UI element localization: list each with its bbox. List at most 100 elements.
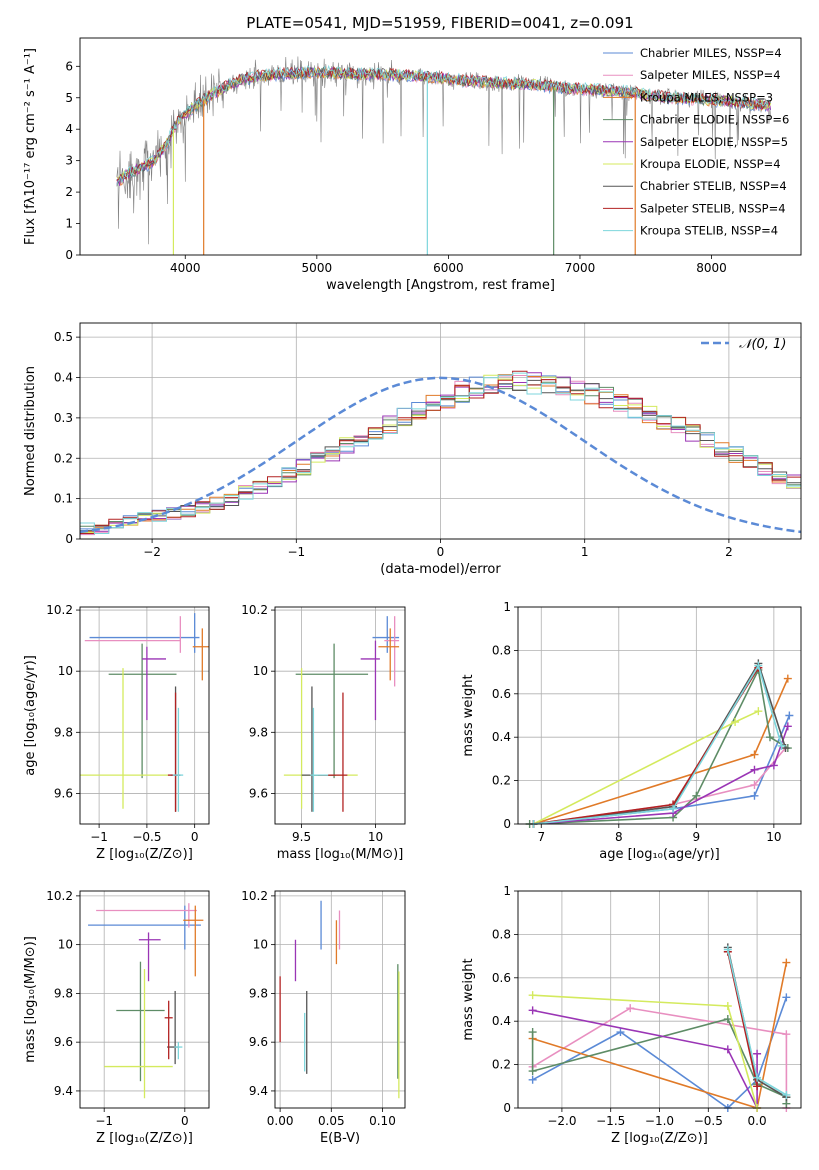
x-tick-label: 1 — [581, 545, 589, 559]
y-tick-label: 0.8 — [492, 927, 511, 941]
legend-entry: Salpeter STELIB, NSSP=4 — [640, 201, 786, 215]
weight-point-marker — [723, 945, 732, 954]
y-tick-label: 9.6 — [249, 1035, 268, 1049]
x-tick-label: −1 — [287, 545, 305, 559]
y-tick-label: 9.4 — [249, 1084, 268, 1098]
x-tick-label: 0.10 — [369, 1114, 396, 1128]
weight-point-marker — [782, 993, 791, 1002]
legend-entry: Chabrier STELIB, NSSP=4 — [640, 179, 787, 193]
x-tick-label: −2.0 — [547, 1114, 576, 1128]
weight-series-line — [532, 994, 758, 1108]
age_vs_mass-frame — [274, 606, 406, 825]
y-tick-label: 9.8 — [249, 725, 268, 739]
x-tick-label: 0 — [191, 830, 199, 844]
weight_vs_Z-axes: −2.0 −1.5 −1.0 −0.5 0.0 0 0.2 0.4 0.6 0.8 1 — [492, 884, 801, 1128]
y-tick-label: 10 — [58, 938, 73, 952]
y-tick-label: 9.8 — [54, 986, 73, 1000]
weight-point-marker — [528, 1028, 537, 1037]
weight-series-line — [532, 962, 788, 1108]
y-axis-label: mass weight — [461, 674, 476, 756]
figure-title: PLATE=0541, MJD=51959, FIBERID=0041, z=0… — [246, 14, 633, 32]
x-axis-label: Z [log₁₀(Z/Z⊙)] — [96, 1131, 193, 1146]
y-tick-label: 0.4 — [54, 371, 73, 385]
x-axis-label: wavelength [Angstrom, rest frame] — [326, 278, 555, 293]
x-tick-label: 10 — [368, 830, 383, 844]
y-tick-label: 10 — [58, 664, 73, 678]
model-spectrum-line — [116, 64, 772, 185]
y-tick-label: 0.5 — [54, 330, 73, 344]
weight-point-marker — [528, 1067, 537, 1076]
y-tick-label: 9.6 — [54, 786, 73, 800]
y-axis-label: Normed distribution — [23, 366, 38, 496]
mass_vs_ebv-frame — [274, 890, 406, 1109]
weight-point-marker — [528, 991, 537, 1000]
y-tick-label: 0 — [503, 1101, 511, 1115]
y-tick-label: 2 — [65, 185, 73, 199]
weight-series-line — [532, 1007, 788, 1108]
y-tick-label: 1 — [503, 884, 511, 898]
x-tick-label: 7 — [537, 830, 545, 844]
y-tick-label: 0 — [65, 248, 73, 262]
weight-point-marker — [765, 733, 774, 742]
weight-point-marker — [782, 1030, 791, 1039]
weight-point-marker — [723, 1045, 732, 1054]
x-tick-label: −1 — [95, 1114, 113, 1128]
weight_vs_Z-frame — [517, 890, 802, 1109]
y-tick-label: 0.2 — [492, 774, 511, 788]
weight-point-marker — [750, 791, 759, 800]
weight-point-marker — [750, 780, 759, 789]
x-tick-label: −1.0 — [645, 1114, 674, 1128]
legend-entry: 𝒩(0, 1) — [739, 337, 786, 352]
y-tick-label: 6 — [65, 59, 73, 73]
x-tick-label: 0 — [181, 1114, 189, 1128]
y-tick-label: 10 — [253, 664, 268, 678]
spectrum-axes: 4000 5000 6000 7000 8000 0 1 2 3 4 5 6 — [65, 59, 726, 275]
weight_vs_age-frame — [517, 606, 802, 825]
y-tick-label: 0.3 — [54, 411, 73, 425]
weight-point-marker — [723, 1015, 732, 1024]
y-tick-label: 0.4 — [492, 730, 511, 744]
y-tick-label: 9.6 — [54, 1035, 73, 1049]
y-axis-label: mass weight — [461, 958, 476, 1040]
weight-series-line — [533, 710, 759, 824]
weight-point-marker — [753, 1073, 762, 1082]
y-tick-label: 9.8 — [54, 725, 73, 739]
weight-point-marker — [769, 761, 778, 770]
y-tick-label: 0 — [503, 817, 511, 831]
x-axis-label: (data-model)/error — [380, 562, 501, 577]
x-tick-label: 0.0 — [748, 1114, 767, 1128]
residuals-frame — [79, 322, 802, 540]
y-tick-label: 0.2 — [492, 1058, 511, 1072]
x-tick-label: −0.5 — [132, 830, 161, 844]
x-tick-label: 7000 — [565, 261, 596, 275]
x-tick-label: 9 — [693, 830, 701, 844]
y-tick-label: 10.2 — [241, 889, 268, 903]
x-tick-label: −2 — [143, 545, 161, 559]
x-tick-label: 8 — [615, 830, 623, 844]
weight-point-marker — [626, 1004, 635, 1013]
spectrum-frame — [79, 37, 802, 256]
weight-point-marker — [782, 958, 791, 967]
y-tick-label: 0.2 — [54, 451, 73, 465]
age_vs_Z-axes: −1 −0.5 0 9.6 9.8 10 10.2 — [46, 603, 209, 844]
weight-series-line — [533, 663, 783, 824]
weight-point-marker — [692, 791, 701, 800]
mass_vs_Z-frame — [79, 890, 210, 1109]
x-tick-label: 8000 — [696, 261, 727, 275]
x-tick-label: 0 — [437, 545, 445, 559]
x-tick-label: −1.5 — [596, 1114, 625, 1128]
residual-histogram — [80, 372, 801, 535]
y-tick-label: 5 — [65, 91, 73, 105]
y-tick-label: 0.6 — [492, 971, 511, 985]
x-axis-label: Z [log₁₀(Z/Z⊙)] — [96, 847, 193, 862]
weight-point-marker — [753, 1049, 762, 1058]
weight-point-marker — [750, 750, 759, 759]
y-tick-label: 9.4 — [54, 1084, 73, 1098]
x-axis-label: Z [log₁₀(Z/Z⊙)] — [611, 1131, 708, 1146]
legend-entry: Kroupa STELIB, NSSP=4 — [640, 224, 778, 238]
y-tick-label: 10.2 — [46, 603, 73, 617]
x-tick-label: 4000 — [170, 261, 201, 275]
x-tick-label: 5000 — [302, 261, 333, 275]
x-tick-label: 9.5 — [292, 830, 311, 844]
